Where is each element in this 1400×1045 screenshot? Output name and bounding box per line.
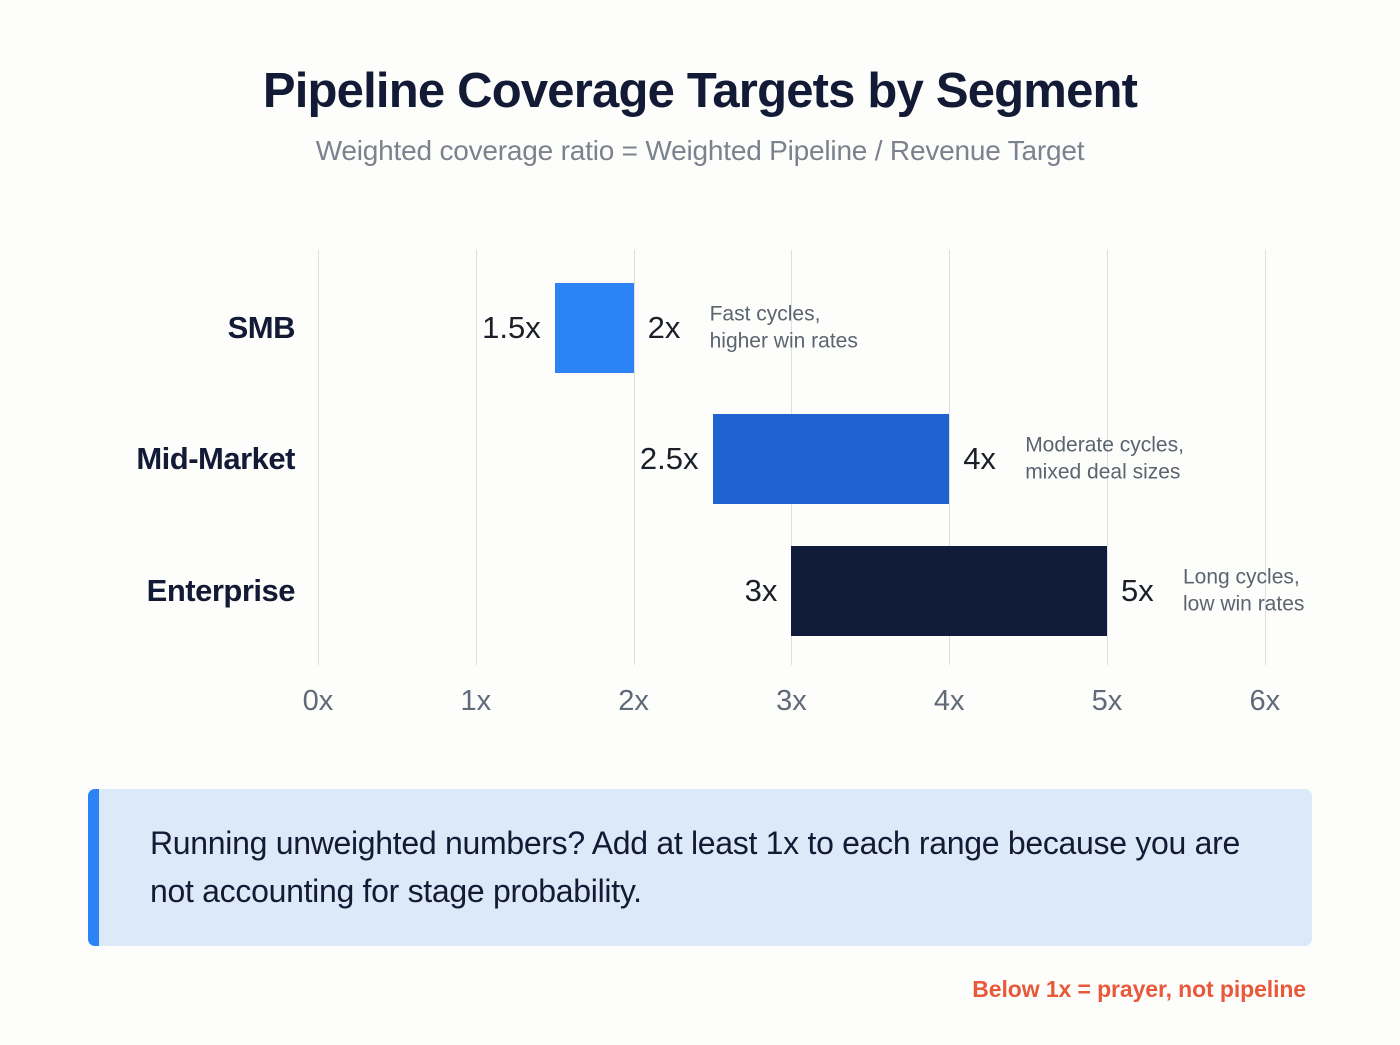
category-label-mid-market: Mid-Market bbox=[136, 441, 295, 476]
category-label-smb: SMB bbox=[227, 310, 296, 345]
annotation-mid-market-line2: mixed deal sizes bbox=[1025, 461, 1181, 484]
chart-subtitle: Weighted coverage ratio = Weighted Pipel… bbox=[315, 135, 1085, 167]
axis-tick-1x: 1x bbox=[460, 685, 492, 717]
value-low-enterprise: 3x bbox=[744, 573, 778, 608]
annotation-smb-line1: Fast cycles, bbox=[709, 302, 821, 326]
axis-tick-4x: 4x bbox=[933, 685, 965, 717]
callout-accent-bar bbox=[88, 789, 99, 946]
axis-tick-3x: 3x bbox=[776, 685, 807, 717]
value-high-mid-market: 4x bbox=[963, 441, 996, 476]
range-bar-mid-market[interactable] bbox=[712, 414, 950, 504]
annotation-enterprise-line1: Long cycles, bbox=[1183, 565, 1300, 589]
chart-row-mid-market: Mid-Market 2.5x 4x Moderate cycles, mixe… bbox=[0, 414, 1400, 504]
annotation-enterprise-line2: low win rates bbox=[1183, 593, 1305, 616]
annotation-mid-market-line1: Moderate cycles, bbox=[1025, 433, 1184, 457]
callout-text: Running unweighted numbers? Add at least… bbox=[150, 825, 1240, 909]
value-high-enterprise: 5x bbox=[1121, 573, 1154, 608]
axis-tick-0x: 0x bbox=[302, 685, 334, 717]
range-bar-smb[interactable] bbox=[554, 283, 634, 373]
category-label-enterprise: Enterprise bbox=[146, 573, 296, 608]
value-low-smb: 1.5x bbox=[482, 310, 541, 345]
annotation-smb: Fast cycles, higher win rates bbox=[710, 301, 858, 356]
annotation-enterprise: Long cycles, low win rates bbox=[1183, 564, 1304, 619]
chart-row-smb: SMB 1.5x 2x Fast cycles, higher win rate… bbox=[0, 283, 1400, 373]
axis-tick-6x: 6x bbox=[1249, 685, 1281, 717]
annotation-smb-line2: higher win rates bbox=[709, 330, 858, 353]
axis-tick-2x: 2x bbox=[618, 685, 649, 717]
annotation-mid-market: Moderate cycles, mixed deal sizes bbox=[1025, 432, 1184, 487]
footnote-text: Below 1x = prayer, not pipeline bbox=[972, 976, 1306, 1002]
chart-header: Pipeline Coverage Targets by Segment Wei… bbox=[0, 0, 1400, 167]
page-title: Pipeline Coverage Targets by Segment bbox=[262, 64, 1138, 118]
callout-box: Running unweighted numbers? Add at least… bbox=[88, 789, 1312, 946]
chart-row-enterprise: Enterprise 3x 5x Long cycles, low win ra… bbox=[0, 546, 1400, 636]
value-low-mid-market: 2.5x bbox=[639, 441, 699, 476]
axis-tick-5x: 5x bbox=[1091, 685, 1123, 717]
range-bar-enterprise[interactable] bbox=[791, 546, 1107, 636]
value-high-smb: 2x bbox=[647, 310, 681, 345]
